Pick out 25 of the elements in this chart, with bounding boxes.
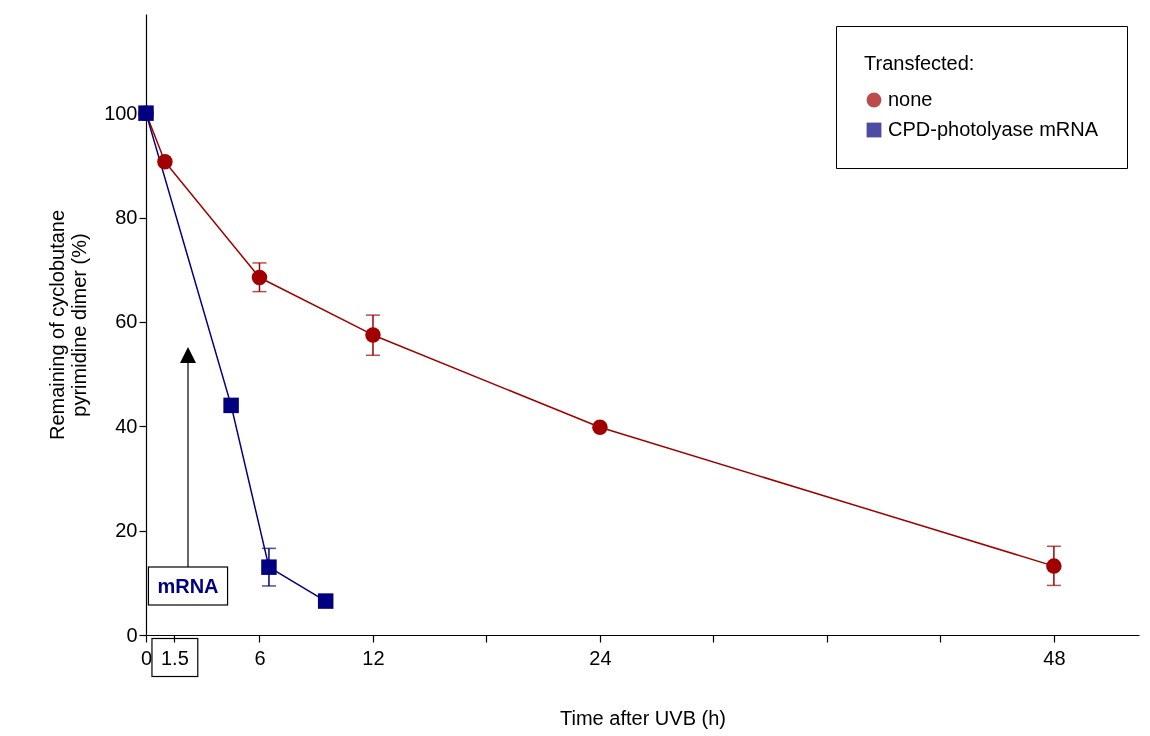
legend-title: Transfected: bbox=[864, 52, 975, 74]
y-axis-title: Remaining of cyclobutane pyrimidine dimer (%) bbox=[46, 209, 91, 441]
x-tick-label: 1.5 bbox=[160, 646, 189, 669]
x-tick-label: 24 bbox=[589, 646, 612, 669]
point bbox=[1046, 558, 1062, 574]
point bbox=[365, 327, 381, 343]
point bbox=[317, 593, 334, 609]
point bbox=[592, 419, 608, 436]
legend-label: none bbox=[888, 88, 933, 110]
x-tick-label: 6 bbox=[254, 646, 266, 669]
y-tick-label: 80 bbox=[115, 206, 138, 229]
x-tick-label: 12 bbox=[362, 646, 385, 669]
y-tick-label: 60 bbox=[115, 310, 138, 333]
y-tick-label: 20 bbox=[115, 519, 138, 542]
point bbox=[157, 153, 173, 170]
y-tick-label: 100 bbox=[104, 101, 138, 124]
y-tick-label: 0 bbox=[126, 623, 138, 646]
point bbox=[251, 269, 268, 286]
point bbox=[261, 559, 277, 575]
x-axis-title: Time after UVB (h) bbox=[560, 706, 726, 729]
x-tick-label: 48 bbox=[1043, 646, 1066, 669]
legend-label: CPD-photolyase mRNA bbox=[888, 118, 1099, 140]
point bbox=[223, 397, 239, 414]
y-tick-label: 40 bbox=[115, 414, 138, 437]
annotation: mRNA bbox=[157, 575, 219, 597]
